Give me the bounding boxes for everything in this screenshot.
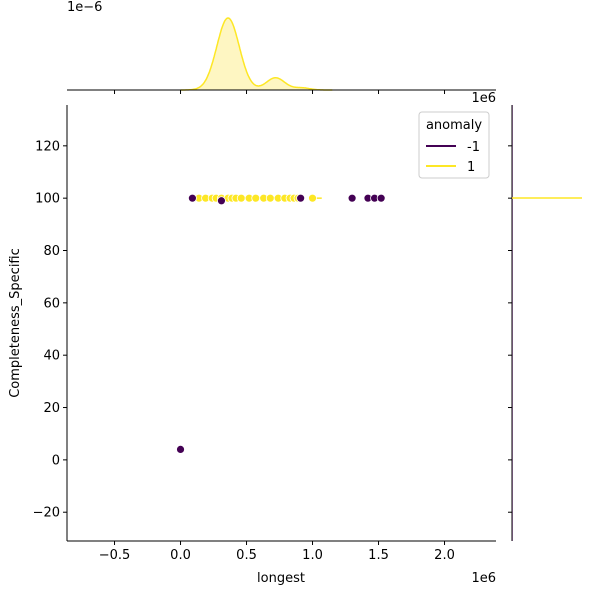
legend-title: anomaly	[426, 118, 482, 133]
y-tick-label: 100	[35, 192, 60, 207]
y-tick-label: 120	[35, 139, 60, 154]
x-axis-label: longest	[257, 571, 305, 586]
data-point	[217, 196, 226, 206]
y-tick-label: −20	[33, 506, 60, 521]
x-axis-offset-label-top: 1e6	[471, 91, 496, 106]
kde-top-line-anomaly-1	[180, 17, 333, 91]
data-point	[251, 193, 261, 203]
right-marginal-y-ticks	[508, 145, 512, 513]
scatter-series-anomaly-neg1	[176, 193, 386, 454]
y-tick-label: 20	[43, 401, 60, 416]
top-marginal-x-ticks	[114, 90, 446, 94]
x-tick-label: 0.0	[170, 548, 191, 563]
y-tick-label: 60	[43, 296, 60, 311]
y-tick-label: 0	[52, 453, 60, 468]
x-axis-offset-label: 1e6	[471, 571, 496, 586]
data-point	[187, 193, 197, 203]
right-marginal-kde	[508, 105, 582, 541]
top-marginal-kde: 1e−6	[67, 0, 496, 94]
data-point	[376, 193, 386, 203]
data-point	[347, 193, 357, 203]
y-axis-label: Completeness_Specific	[8, 248, 23, 398]
x-tick-label: −0.5	[99, 548, 131, 563]
data-point	[236, 193, 246, 203]
legend-label-1: 1	[467, 160, 475, 175]
y-tick-label: 40	[43, 349, 60, 364]
legend-label-neg1: -1	[467, 140, 480, 155]
x-tick-label: 1.5	[368, 548, 389, 563]
x-tick-label: 2.0	[434, 548, 455, 563]
main-scatter-axes: −0.5 0.0 0.5 1.0 1.5 2.0 −20 0 20 40 60 80 100 120 l…	[8, 91, 496, 586]
data-point	[308, 193, 317, 203]
data-point	[296, 193, 306, 203]
data-point	[176, 445, 185, 454]
kde-top-fill	[180, 18, 333, 90]
data-point	[265, 193, 275, 203]
legend: anomaly -1 1	[418, 111, 490, 179]
x-tick-label: 0.5	[236, 548, 257, 563]
y-axis-ticks: −20 0 20 40 60 80 100 120	[33, 139, 67, 521]
y-tick-label: 80	[43, 244, 60, 259]
x-tick-label: 1.0	[302, 548, 323, 563]
top-marginal-offset-label: 1e−6	[67, 0, 102, 15]
x-axis-ticks: −0.5 0.0 0.5 1.0 1.5 2.0	[99, 541, 455, 563]
